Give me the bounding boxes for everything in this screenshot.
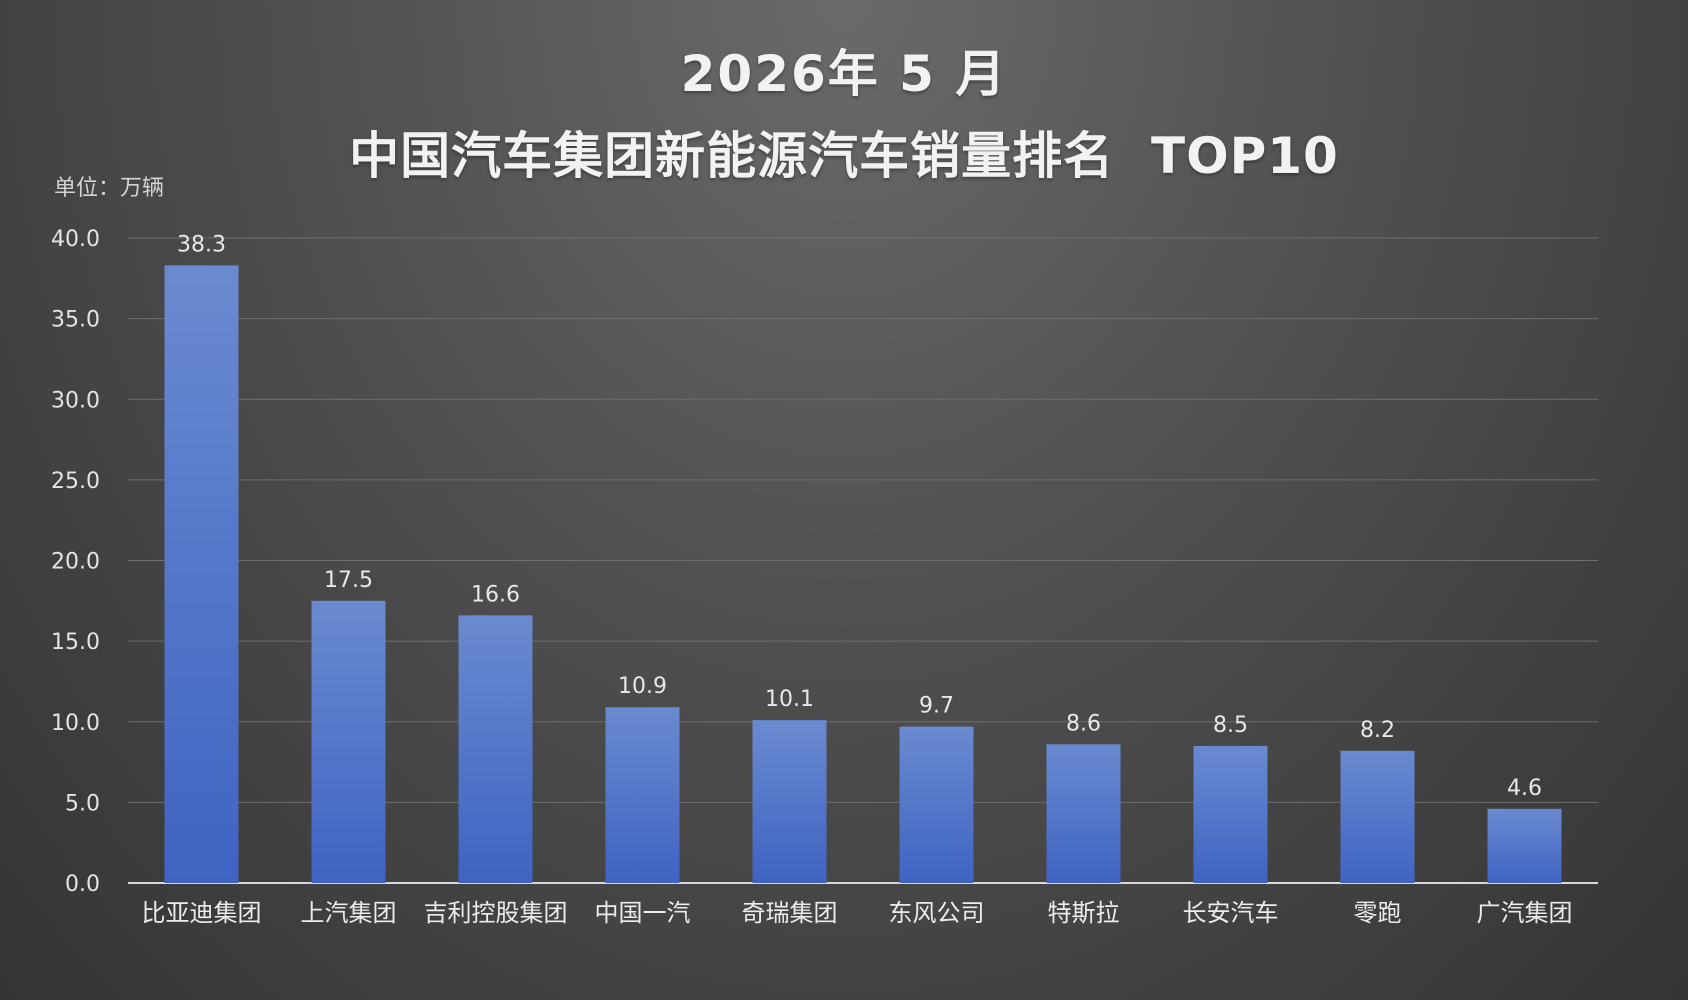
- data-label: 10.9: [618, 674, 667, 699]
- bar: [1193, 745, 1268, 883]
- chart-subtitle: 中国汽车集团新能源汽车销量排名 TOP10: [349, 127, 1339, 185]
- bar: [1046, 744, 1121, 883]
- bars: [164, 265, 1562, 884]
- y-tick-label: 20.0: [51, 550, 100, 575]
- bar: [605, 707, 680, 883]
- x-tick-label: 中国一汽: [595, 899, 691, 927]
- x-tick-label: 长安汽车: [1183, 899, 1279, 927]
- bar: [164, 265, 239, 884]
- y-tick-label: 40.0: [51, 227, 100, 252]
- data-label: 9.7: [919, 694, 954, 719]
- x-tick-label: 零跑: [1354, 899, 1402, 927]
- data-label: 8.2: [1360, 718, 1395, 743]
- bar: [1487, 808, 1562, 883]
- labels: 38.3 比亚迪集团 17.5 上汽集团 16.6 吉利控股集团 10.9 中国一汽 10.1 奇…: [142, 232, 1573, 927]
- y-tick-label: 25.0: [51, 469, 100, 494]
- bar: [311, 600, 386, 883]
- bar: [752, 720, 827, 883]
- y-tick-label: 0.0: [65, 872, 100, 897]
- bar: [899, 726, 974, 883]
- data-label: 4.6: [1507, 776, 1542, 801]
- data-label: 16.6: [471, 582, 520, 607]
- chart-title: 2026年 5 月: [680, 45, 1008, 103]
- bar: [458, 615, 533, 883]
- y-tick-label: 30.0: [51, 388, 100, 413]
- x-tick-label: 奇瑞集团: [742, 899, 838, 927]
- data-label: 17.5: [324, 568, 373, 593]
- x-tick-label: 上汽集团: [301, 899, 397, 927]
- data-label: 8.6: [1066, 711, 1101, 736]
- y-tick-label: 35.0: [51, 308, 100, 333]
- bar: [1340, 750, 1415, 883]
- y-tick-label: 10.0: [51, 711, 100, 736]
- x-tick-label: 东风公司: [889, 899, 985, 927]
- x-tick-label: 广汽集团: [1477, 899, 1573, 927]
- unit-label: 单位：万辆: [54, 176, 165, 201]
- axes: 0.0 5.0 10.0 15.0 20.0 25.0 30.0 35.0 40.0: [51, 227, 1598, 897]
- data-label: 10.1: [765, 687, 814, 712]
- y-tick-label: 5.0: [65, 791, 100, 816]
- data-label: 38.3: [177, 232, 226, 257]
- y-tick-label: 15.0: [51, 630, 100, 655]
- x-tick-label: 比亚迪集团: [142, 899, 262, 927]
- x-tick-label: 吉利控股集团: [424, 899, 568, 927]
- x-tick-label: 特斯拉: [1048, 899, 1120, 927]
- data-label: 8.5: [1213, 713, 1248, 738]
